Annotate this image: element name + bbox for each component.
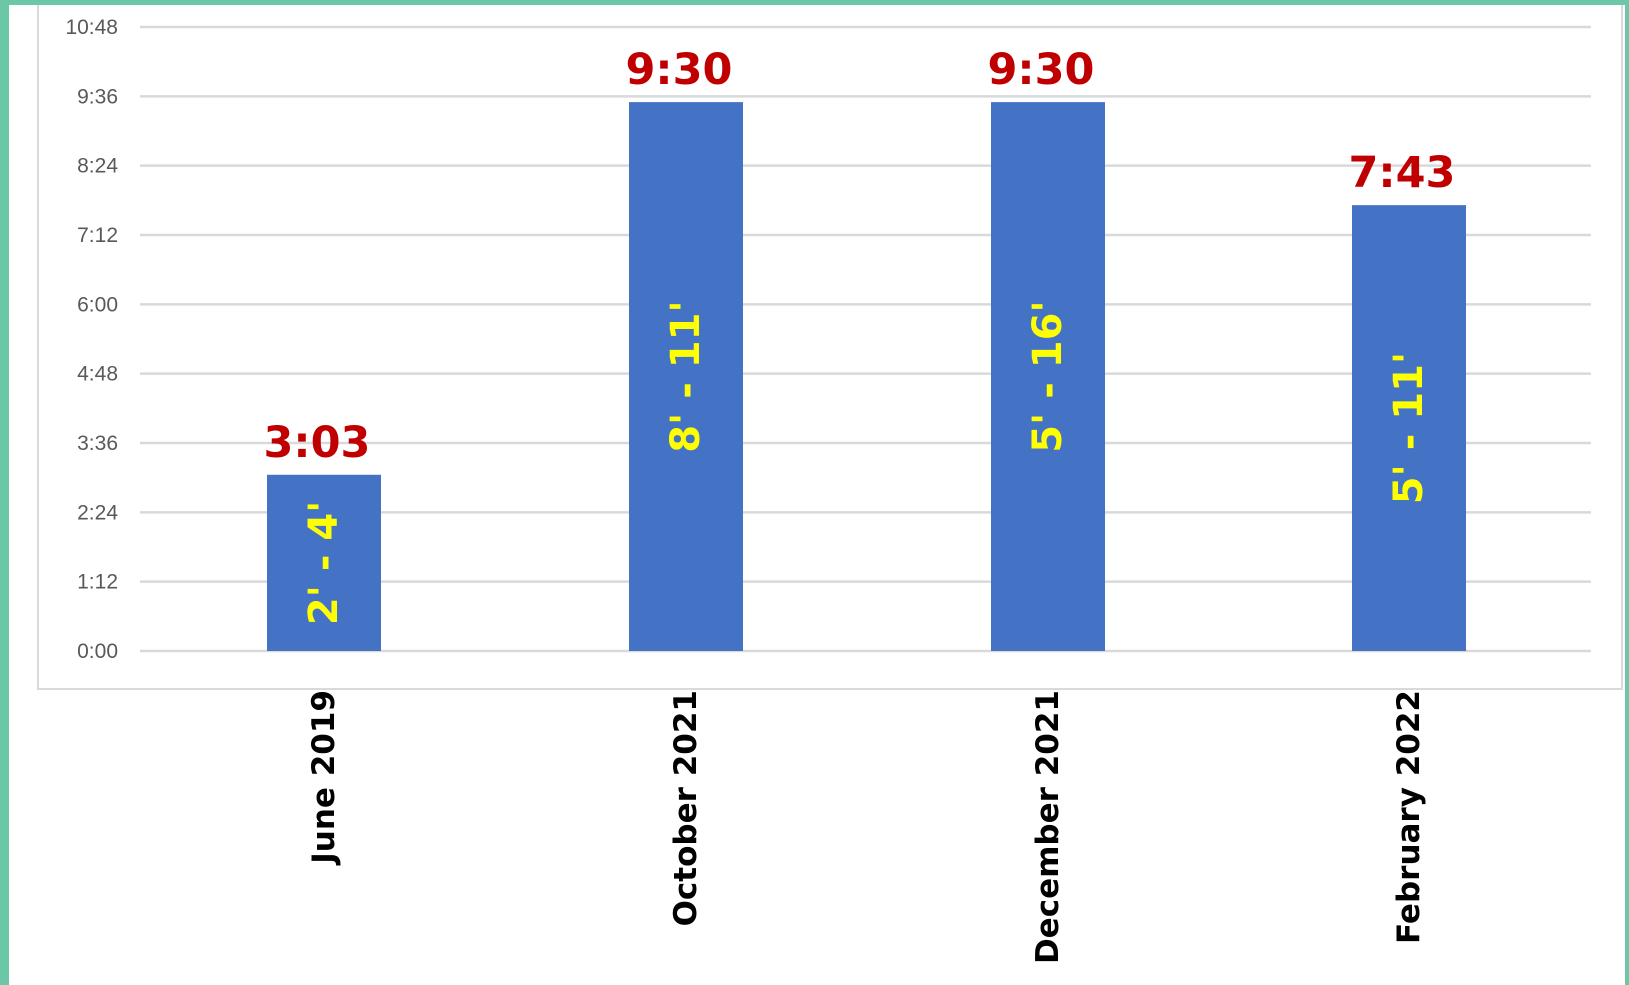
x-axis-category-labels: June 2019 October 2021 December 2021 Februa… <box>306 690 1427 964</box>
category-label: June 2019 <box>306 690 342 866</box>
y-tick-label: 3:36 <box>77 432 118 455</box>
y-tick-label: 0:00 <box>77 640 118 663</box>
bar <box>991 102 1105 652</box>
bar-range-labels: 2' - 4' 8' - 11' 5' - 16' 5' - 11' <box>301 300 1432 625</box>
gridlines <box>140 25 1591 653</box>
y-tick-label: 9:36 <box>77 85 118 108</box>
bar-range-label: 5' - 16' <box>1025 300 1071 452</box>
y-tick-label: 6:00 <box>77 293 118 316</box>
bar-value-labels: 3:03 9:30 9:30 7:43 <box>264 45 1456 468</box>
y-tick-label: 10:48 <box>65 16 118 39</box>
bar <box>1352 205 1466 652</box>
y-axis-tick-labels: 0:00 1:12 2:24 3:36 4:48 6:00 7:12 8:24 9:36 10:4… <box>65 16 118 663</box>
y-tick-label: 2:24 <box>77 501 118 524</box>
bar-range-label: 5' - 11' <box>1386 352 1432 504</box>
bar-value-label: 9:30 <box>626 45 733 95</box>
bar-value-label: 9:30 <box>988 45 1095 95</box>
y-tick-label: 1:12 <box>77 571 118 594</box>
y-tick-label: 4:48 <box>77 363 118 386</box>
bar <box>267 474 381 651</box>
category-label: October 2021 <box>668 690 704 926</box>
y-tick-label: 7:12 <box>77 224 118 247</box>
bar-range-label: 2' - 4' <box>301 501 347 626</box>
y-tick-label: 8:24 <box>77 155 118 178</box>
bar-value-label: 3:03 <box>264 418 371 468</box>
category-label: February 2022 <box>1391 690 1427 944</box>
bar <box>629 102 743 652</box>
plot-area <box>37 5 1623 690</box>
bar-value-label: 7:43 <box>1349 148 1456 198</box>
bar-range-label: 8' - 11' <box>663 300 709 452</box>
category-label: December 2021 <box>1030 690 1066 964</box>
bars <box>267 102 1466 652</box>
